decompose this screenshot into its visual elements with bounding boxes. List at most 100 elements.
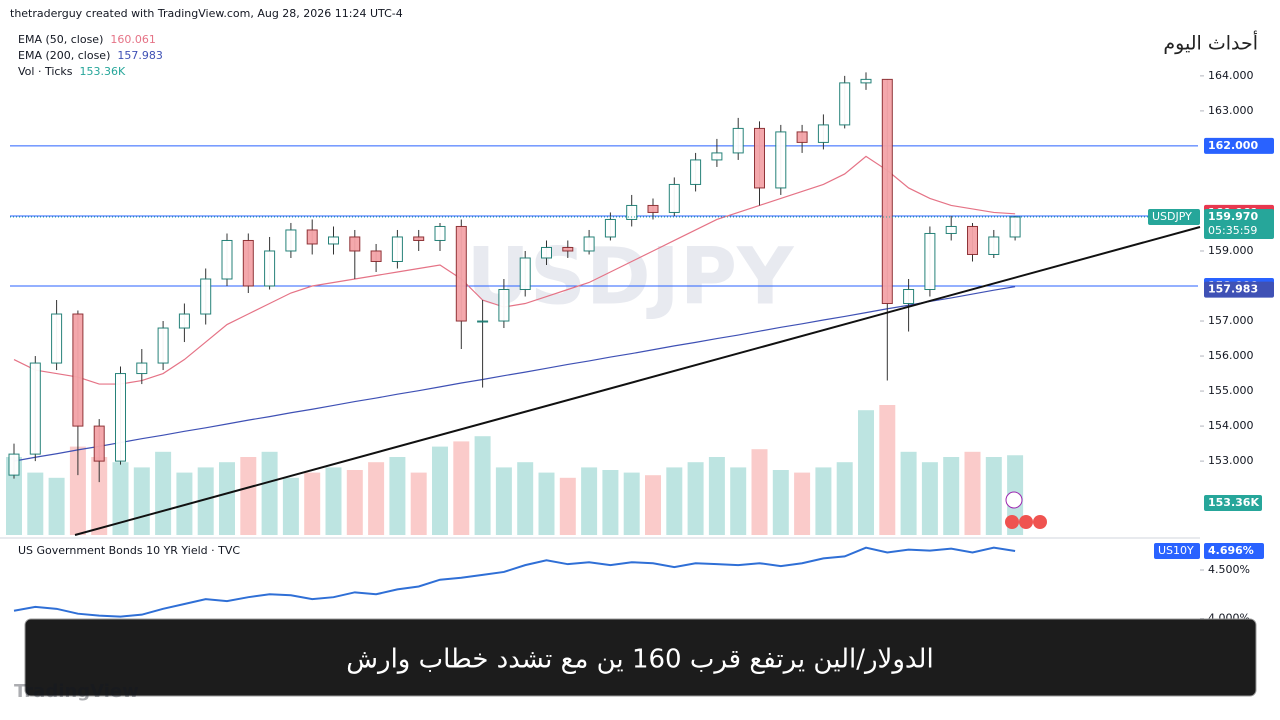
volume-bar [815,467,832,535]
candle-body [8,453,20,476]
candle-body [583,236,595,252]
volume-bar [282,477,299,535]
volume-bar [687,462,704,535]
candle-body [306,229,318,245]
candle-body [860,78,872,84]
event-flag[interactable] [1019,515,1033,529]
volume-bar [91,457,108,535]
volume-bar [708,457,725,535]
candle-body [604,218,616,238]
candle-body [29,362,41,455]
candle-body [391,236,403,262]
trend-line [74,226,1201,536]
candle-body [1009,216,1021,238]
volume-bar [240,457,257,535]
y-tick-label: 153.000 [1208,454,1254,467]
candle-body [51,313,63,364]
ema-line [13,286,1016,462]
candle-body [455,225,467,322]
volume-bar [751,449,768,535]
volume-bar [133,467,150,535]
yield-tag: US10Y [1158,544,1194,557]
candle-body [264,250,276,287]
volume-bar [730,467,747,535]
yield-value-label: 4.696% [1208,544,1254,557]
candle-body [434,225,446,241]
plot-layer [6,72,1198,618]
candle-body [988,236,1000,255]
yield-value-box [1204,542,1264,559]
last-price-label: 159.970 [1208,210,1258,223]
yield-tag-box [1154,542,1200,559]
y-tick-label: 164.000 [1208,69,1254,82]
y-tick-label: 159.000 [1208,244,1254,257]
header-text: thetraderguy created with TradingView.co… [10,7,403,20]
y-tick-label: 155.000 [1208,384,1254,397]
volume-bar [772,470,789,535]
volume-bar [453,441,470,535]
volume-bar [410,472,427,535]
y-tick-label: 163.000 [1208,104,1254,117]
candle-body [370,250,382,262]
candle-body [690,159,702,185]
volume-bar [879,405,896,535]
candle-body [519,257,531,291]
event-flag[interactable] [1005,515,1019,529]
volume-bar [474,436,491,535]
volume-bar [602,470,619,535]
candle-body [178,313,190,329]
y-tick-label: 4.500% [1208,563,1250,576]
candle-body [817,124,829,143]
legend-value: 160.061 [110,33,156,46]
candle-body [285,229,297,252]
event-icon[interactable] [1005,491,1023,509]
candle-body [626,204,638,220]
candle-body [839,82,851,126]
volume-bar [943,457,960,535]
volume-bar [623,472,640,535]
candle-body [881,78,893,305]
volume-bar [176,472,193,535]
volume-bar [559,477,576,535]
volume-bar [219,462,235,535]
symbol-tag-box [1148,209,1200,226]
volume-bar [27,472,44,535]
last-price-box [1204,209,1274,240]
event-flag[interactable] [1033,515,1047,529]
symbol-watermark: USDJPY [467,232,795,322]
volume-bar [517,462,534,535]
ema200-value-label-box [1204,281,1274,298]
candle-body [328,236,339,245]
volume-bar [197,467,214,535]
volume-bar [921,462,938,535]
volume-bar [581,467,598,535]
candle-body [136,362,148,375]
volume-bar [666,467,683,535]
candle-body [349,236,361,252]
candle-body [115,373,126,462]
volume-bar [964,451,981,535]
legend-entry: Vol · Ticks [18,65,73,78]
candle-body [647,204,659,213]
volume-bar [900,451,917,535]
y-tick-label: 156.000 [1208,349,1254,362]
watermark-layer: USDJPY [467,232,795,322]
candle-body [413,236,425,241]
ema200-value-label: 157.983 [1208,283,1258,296]
candle-body [93,425,105,462]
pane-title: US Government Bonds 10 YR Yield · TVC [18,544,240,557]
volume-bar [112,462,129,535]
candle-body [967,225,978,255]
legend-value: 157.983 [117,49,163,62]
volume-bar [69,446,86,535]
volume-bar [261,451,278,535]
ema-line [13,155,1016,385]
yield-line [13,546,1016,618]
y-tick-label: 157.000 [1208,314,1254,327]
candle-body [562,246,574,252]
y-tick-label: 154.000 [1208,419,1254,432]
